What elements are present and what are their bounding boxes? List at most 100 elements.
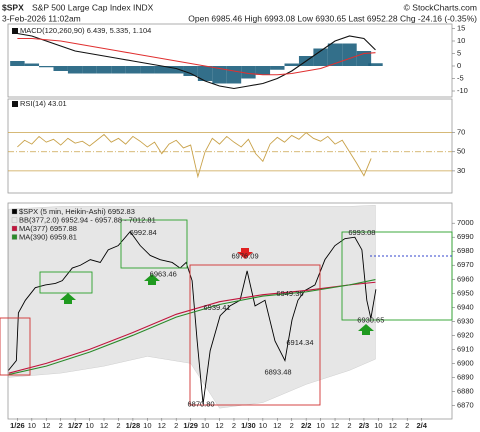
histogram-bar [10,61,25,66]
histogram-bar [183,66,198,76]
x-tick-label: 2 [290,421,294,430]
y-tick-label: 6890 [457,372,474,381]
rsi-title: RSI(14) 43.01 [20,99,67,108]
up-arrow [60,293,76,304]
x-tick-label: 10 [85,421,93,430]
rsi-icon [12,101,18,107]
x-tick-label: 12 [42,421,50,430]
y-tick-label: 6950 [457,288,474,297]
box [120,219,188,269]
x-tick-label: 12 [389,421,397,430]
y-tick-label: 6980 [457,246,474,255]
legend-swatch [11,217,18,223]
x-tick-label: 2 [116,421,120,430]
legend-label: BB(377,2.0) 6952.94 - 6957.88 - 7012.81 [19,215,156,224]
histogram-bar [53,66,68,71]
histogram-bar [197,66,213,81]
histogram-bar [212,66,227,84]
histogram-bar [125,66,141,74]
source: © StockCharts.com [404,2,477,12]
annotation: 6976.09 [232,252,259,261]
line [17,132,372,179]
y-tick-label: 6930 [457,316,474,325]
x-tick-label: 10 [143,421,151,430]
rsi-panel [7,98,453,194]
box [341,231,453,321]
y-tick-label: 6900 [457,358,474,367]
x-tick-label: 1/27 [68,421,83,430]
histogram-bar [154,66,169,74]
symbol: $SPX [2,2,24,12]
box [189,264,321,406]
date: 3-Feb-2026 11:02am [2,13,81,23]
histogram-bar [327,43,343,66]
y-tick-label: 7000 [457,218,474,227]
x-tick-label: 12 [158,421,166,430]
x-tick-label: 2 [347,421,351,430]
x-tick-label: 2 [405,421,409,430]
histogram-bar [82,66,97,74]
x-tick-label: 2 [232,421,236,430]
y-tick-label: 6920 [457,330,474,339]
annotation: 6949.36 [276,289,303,298]
y-tick-label: 6880 [457,386,474,395]
histogram-bar [241,66,256,79]
legend-label: MA(377) 6957.88 [19,224,77,233]
x-tick-label: 12 [100,421,108,430]
line [8,279,376,376]
y-tick-label: 6870 [457,400,474,409]
annotation: 6963.46 [150,269,177,278]
line [8,230,377,405]
y-tick-label: 5 [457,48,461,57]
pattern-boxes: 6992.84 6963.46 6939.41 6976.09 6949.36 6914.… [0,219,453,408]
x-tick-label: 1/30 [241,421,256,430]
legend-swatch [11,208,18,215]
annotation: 6992.84 [130,228,157,237]
line [8,281,376,374]
x-tick-label: 10 [316,421,324,430]
box [0,317,31,376]
x-tick-label: 2 [174,421,178,430]
x-tick-label: 2/2 [301,421,311,430]
annotation: 6993.08 [348,228,375,237]
up-arrow [358,324,374,335]
box [39,271,93,294]
histogram-bar [255,66,271,75]
histogram-bar [67,66,83,74]
x-tick-label: 1/29 [183,421,198,430]
x-tick-label: 10 [28,421,36,430]
histogram-bar [342,43,357,66]
macd-icon [12,28,18,34]
x-tick-label: 10 [201,421,209,430]
x-tick-label: 2/3 [359,421,369,430]
histogram-bar [368,63,383,66]
y-tick-label: 30 [457,166,465,175]
annotation: 6870.80 [187,399,214,408]
histogram-bar [226,66,242,84]
y-tick-label: 10 [457,36,465,45]
y-tick-label: 6990 [457,232,474,241]
x-tick-label: 1/28 [126,421,141,430]
y-tick-label: 6970 [457,260,474,269]
y-tick-label: 6940 [457,302,474,311]
down-arrow [237,248,253,259]
histogram-bar [284,63,299,66]
x-tick-label: 2 [59,421,63,430]
x-tick-label: 1/26 [10,421,25,430]
annotation: 6930.65 [357,315,384,324]
up-arrow [144,274,160,285]
y-tick-label: 6910 [457,344,474,353]
legend-swatch [11,234,18,240]
annotation: 6893.48 [264,367,291,376]
legend-swatch [11,225,18,232]
annotation: 6914.34 [286,338,313,347]
histogram-bar [96,66,112,74]
macd-title: MACD(120,260,90) 6.439, 5.335, 1.104 [20,26,151,35]
histogram-bar [140,66,155,74]
legend-label: $SPX (5 min, Heikin-Ashi) 6952.83 [19,207,135,216]
line [17,32,376,90]
y-tick-label: 15 [457,23,465,32]
price-layer: 7000 6990 6980 6970 6960 6950 6940 6930 6920 6910… [8,205,474,409]
y-tick-label: 70 [457,128,465,137]
